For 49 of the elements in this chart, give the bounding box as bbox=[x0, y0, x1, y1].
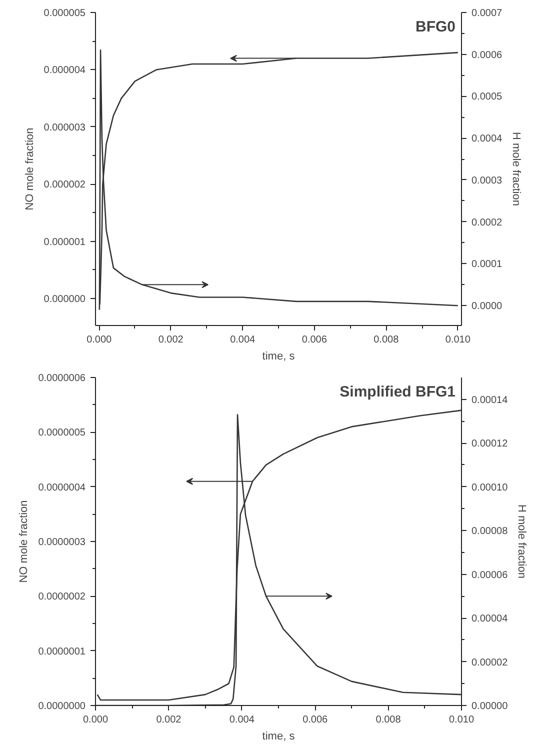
x-tick-label: 0.006 bbox=[302, 714, 328, 726]
y2-tick-label: 0.0002 bbox=[472, 217, 503, 228]
y2-tick-label: 0.0001 bbox=[472, 259, 503, 270]
x-axis-title: time, s bbox=[262, 350, 296, 362]
y2-axis-title: H mole fraction bbox=[516, 504, 528, 578]
y2-tick-label: 0.00002 bbox=[472, 657, 508, 668]
y-tick-label: 0.000000 bbox=[44, 294, 86, 306]
y-tick-label: 0.000005 bbox=[44, 8, 86, 19]
y-tick-label: 0.0000004 bbox=[38, 482, 86, 494]
y2-tick-label: 0.00000 bbox=[472, 701, 508, 712]
y-tick-label: 0.0000003 bbox=[38, 537, 86, 548]
x-tick-label: 0.006 bbox=[302, 334, 328, 346]
x-tick-label: 0.002 bbox=[156, 714, 182, 726]
y2-axis-title: H mole fraction bbox=[510, 132, 522, 206]
y2-tick-label: 0.00010 bbox=[472, 482, 508, 494]
y-tick-label: 0.0000002 bbox=[38, 592, 86, 603]
x-tick-label: 0.004 bbox=[229, 714, 255, 726]
y2-tick-label: 0.0005 bbox=[472, 92, 503, 103]
y2-tick-label: 0.0000 bbox=[472, 301, 503, 312]
x-tick-label: 0.000 bbox=[86, 334, 112, 346]
y2-tick-label: 0.00004 bbox=[472, 614, 508, 625]
chart-title: BFG0 bbox=[415, 18, 456, 36]
x-axis-title: time, s bbox=[262, 730, 296, 742]
y2-tick-label: 0.00014 bbox=[472, 394, 508, 406]
y2-tick-label: 0.0006 bbox=[472, 50, 503, 61]
y-tick-label: 0.0000006 bbox=[38, 373, 86, 384]
y2-tick-label: 0.0003 bbox=[472, 175, 503, 186]
y2-tick-label: 0.00006 bbox=[472, 570, 508, 581]
x-tick-label: 0.008 bbox=[376, 714, 402, 726]
y-tick-label: 0.000003 bbox=[44, 122, 86, 134]
y-axis-title: NO mole fraction bbox=[18, 500, 30, 583]
y2-tick-label: 0.00012 bbox=[472, 438, 508, 450]
y-tick-label: 0.0000005 bbox=[38, 428, 86, 439]
x-tick-label: 0.008 bbox=[374, 334, 400, 346]
y-axis-title: NO mole fraction bbox=[24, 128, 36, 210]
y-tick-label: 0.0000000 bbox=[38, 701, 86, 712]
x-tick-label: 0.010 bbox=[445, 334, 471, 346]
chart-title: Simplified BFG1 bbox=[340, 384, 456, 400]
y2-tick-label: 0.0007 bbox=[472, 8, 503, 19]
x-tick-label: 0.004 bbox=[230, 334, 256, 346]
y-tick-label: 0.000004 bbox=[44, 65, 86, 76]
x-tick-label: 0.002 bbox=[158, 334, 184, 346]
y-tick-label: 0.000001 bbox=[44, 236, 86, 248]
y2-tick-label: 0.00008 bbox=[472, 526, 508, 538]
y-tick-label: 0.0000001 bbox=[38, 646, 86, 658]
y2-tick-label: 0.0004 bbox=[472, 134, 503, 145]
x-tick-label: 0.010 bbox=[448, 714, 474, 726]
x-tick-label: 0.000 bbox=[82, 714, 108, 726]
y-tick-label: 0.000002 bbox=[44, 180, 86, 191]
